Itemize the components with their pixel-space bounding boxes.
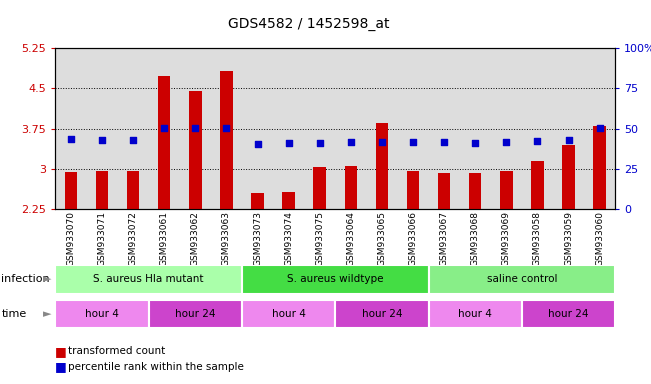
- Point: [377, 139, 387, 145]
- Bar: [428, 300, 522, 328]
- Bar: [469, 173, 482, 209]
- Text: S. aureus Hla mutant: S. aureus Hla mutant: [93, 274, 204, 285]
- Bar: [127, 171, 139, 209]
- Bar: [500, 170, 512, 209]
- Text: hour 24: hour 24: [548, 309, 589, 319]
- Text: ■: ■: [55, 360, 67, 373]
- Bar: [242, 300, 335, 328]
- Bar: [407, 170, 419, 209]
- Point: [66, 136, 76, 142]
- Text: S. aureus wildtype: S. aureus wildtype: [287, 274, 383, 285]
- Bar: [562, 145, 575, 209]
- Bar: [376, 123, 388, 209]
- Bar: [522, 300, 615, 328]
- Bar: [438, 173, 450, 209]
- Bar: [283, 192, 295, 209]
- Text: saline control: saline control: [487, 274, 557, 285]
- Text: ■: ■: [55, 345, 67, 358]
- Point: [97, 137, 107, 144]
- Text: hour 4: hour 4: [271, 309, 305, 319]
- Point: [346, 139, 356, 145]
- Point: [594, 124, 605, 131]
- Bar: [344, 166, 357, 209]
- Bar: [594, 126, 606, 209]
- Text: ►: ►: [43, 274, 52, 285]
- Bar: [251, 193, 264, 209]
- Text: infection: infection: [1, 274, 50, 285]
- Bar: [55, 265, 242, 294]
- Bar: [531, 161, 544, 209]
- Point: [501, 139, 512, 145]
- Text: hour 4: hour 4: [458, 309, 492, 319]
- Text: GDS4582 / 1452598_at: GDS4582 / 1452598_at: [228, 17, 389, 31]
- Point: [314, 140, 325, 146]
- Point: [470, 139, 480, 146]
- Text: time: time: [1, 309, 27, 319]
- Point: [408, 139, 418, 145]
- Bar: [96, 171, 108, 209]
- Bar: [335, 300, 428, 328]
- Point: [563, 137, 574, 143]
- Text: ►: ►: [43, 309, 52, 319]
- Bar: [55, 300, 148, 328]
- Text: percentile rank within the sample: percentile rank within the sample: [68, 362, 244, 372]
- Point: [221, 124, 232, 131]
- Text: transformed count: transformed count: [68, 346, 165, 356]
- Point: [253, 141, 263, 147]
- Text: hour 24: hour 24: [175, 309, 215, 319]
- Bar: [189, 91, 202, 209]
- Bar: [158, 76, 171, 209]
- Point: [190, 124, 201, 131]
- Point: [128, 137, 138, 144]
- Point: [283, 139, 294, 146]
- Text: hour 24: hour 24: [362, 309, 402, 319]
- Bar: [148, 300, 242, 328]
- Text: hour 4: hour 4: [85, 309, 119, 319]
- Bar: [314, 167, 326, 209]
- Point: [439, 139, 449, 145]
- Bar: [428, 265, 615, 294]
- Point: [159, 124, 169, 131]
- Bar: [64, 172, 77, 209]
- Point: [533, 138, 543, 144]
- Bar: [242, 265, 428, 294]
- Bar: [220, 71, 232, 209]
